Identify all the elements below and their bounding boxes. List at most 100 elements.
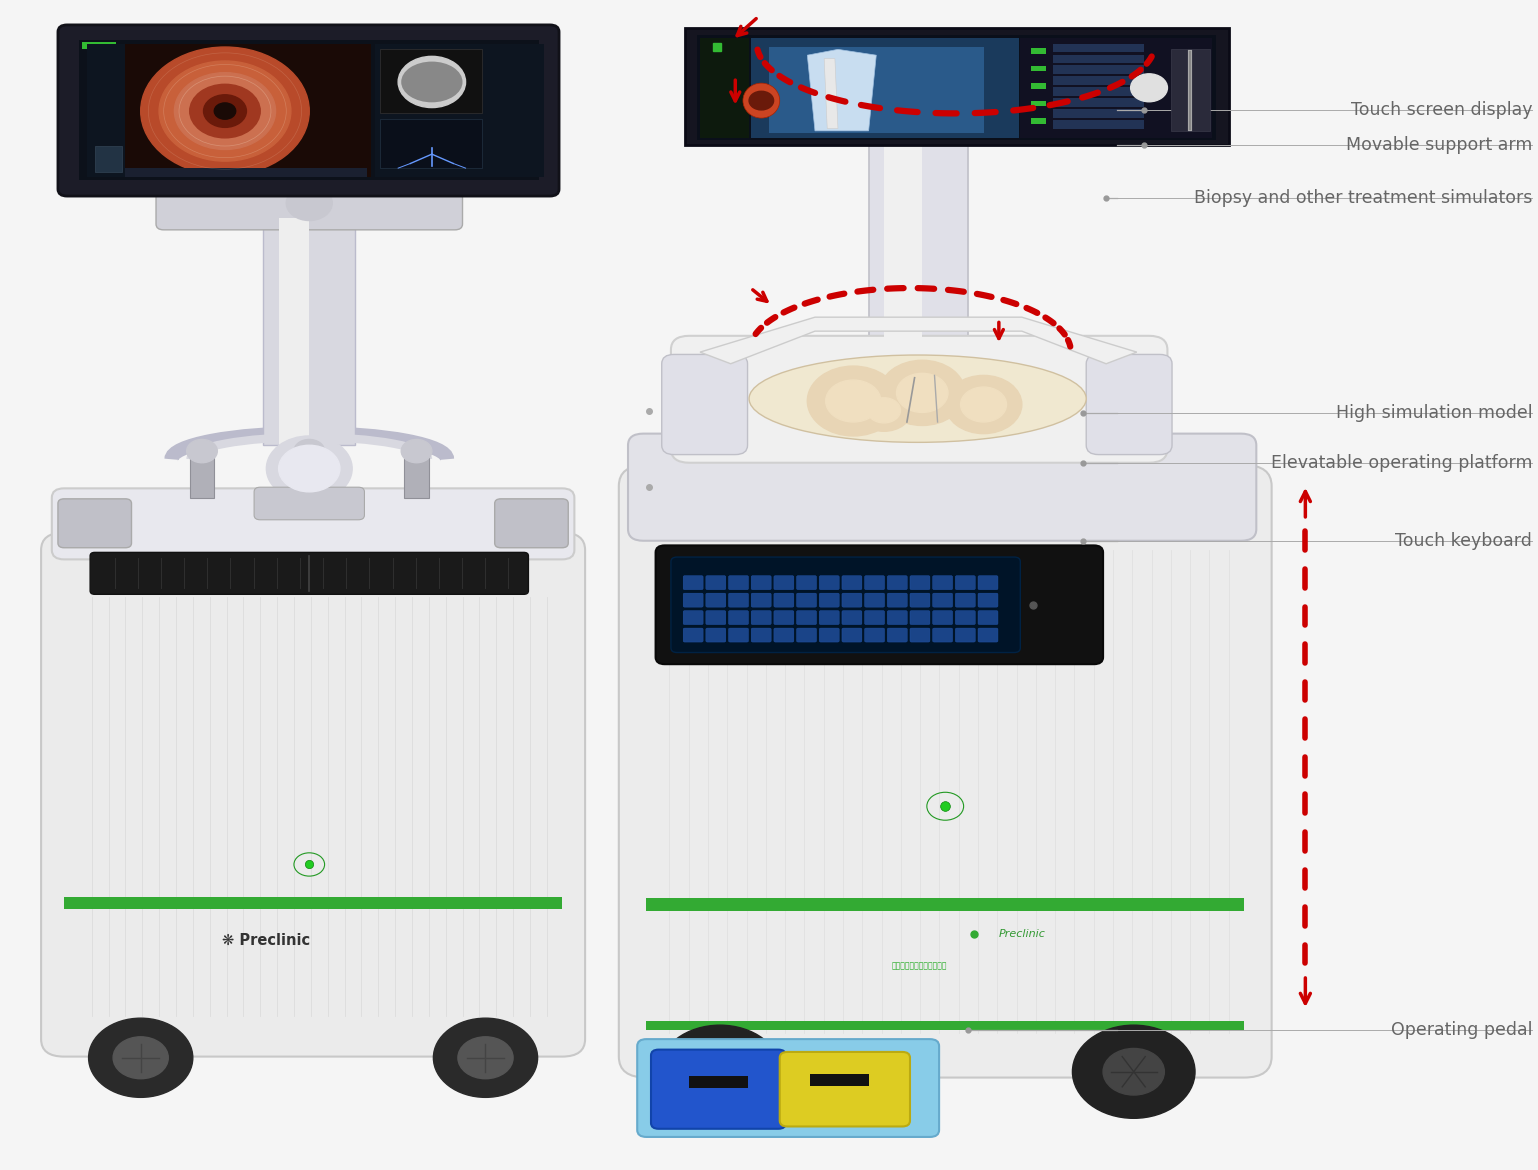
Polygon shape [697,35,1217,140]
FancyBboxPatch shape [932,576,952,590]
Bar [375,43,544,178]
Text: Touch keyboard: Touch keyboard [1395,531,1532,550]
Text: High simulation model: High simulation model [1335,404,1532,421]
FancyBboxPatch shape [683,628,703,642]
FancyBboxPatch shape [751,611,771,625]
FancyBboxPatch shape [751,593,771,607]
Bar [869,102,969,352]
FancyBboxPatch shape [706,628,726,642]
Circle shape [749,91,774,110]
Bar [95,146,123,172]
FancyBboxPatch shape [820,593,840,607]
FancyBboxPatch shape [910,593,930,607]
FancyBboxPatch shape [780,1052,910,1127]
Circle shape [1072,1025,1195,1119]
Bar [1052,110,1144,117]
FancyBboxPatch shape [820,611,840,625]
Bar [1030,66,1046,71]
Circle shape [826,380,881,422]
FancyBboxPatch shape [841,593,861,607]
FancyBboxPatch shape [774,628,794,642]
FancyBboxPatch shape [910,611,930,625]
FancyBboxPatch shape [932,611,952,625]
FancyBboxPatch shape [797,576,817,590]
FancyBboxPatch shape [661,355,747,455]
FancyBboxPatch shape [155,184,463,229]
Circle shape [266,436,352,501]
Bar [646,1020,1244,1030]
Circle shape [114,1037,168,1079]
FancyBboxPatch shape [671,557,1020,653]
FancyBboxPatch shape [683,611,703,625]
FancyBboxPatch shape [683,593,703,607]
FancyBboxPatch shape [841,576,861,590]
FancyBboxPatch shape [729,628,749,642]
FancyBboxPatch shape [932,593,952,607]
Circle shape [689,1048,751,1095]
FancyBboxPatch shape [706,611,726,625]
Ellipse shape [743,83,780,118]
Circle shape [658,1025,781,1119]
FancyBboxPatch shape [797,611,817,625]
FancyBboxPatch shape [774,576,794,590]
Bar [189,452,214,497]
Bar [700,37,749,138]
FancyBboxPatch shape [887,593,907,607]
Text: Movable support arm: Movable support arm [1346,136,1532,153]
Circle shape [189,84,260,138]
Text: Elevatable operating platform: Elevatable operating platform [1270,454,1532,472]
Circle shape [294,440,325,462]
FancyBboxPatch shape [955,576,975,590]
FancyBboxPatch shape [58,498,132,548]
Bar [1170,49,1210,131]
Bar [297,452,321,497]
FancyBboxPatch shape [655,545,1103,665]
Bar [1020,37,1212,138]
Circle shape [807,366,900,436]
Bar [88,43,371,178]
Bar [751,37,1018,138]
FancyBboxPatch shape [978,611,998,625]
FancyBboxPatch shape [887,628,907,642]
FancyBboxPatch shape [910,576,930,590]
FancyBboxPatch shape [618,464,1272,1078]
FancyBboxPatch shape [978,576,998,590]
Bar [380,119,483,168]
FancyBboxPatch shape [628,434,1257,541]
Circle shape [89,1018,192,1097]
FancyBboxPatch shape [751,628,771,642]
FancyBboxPatch shape [254,487,365,519]
Circle shape [140,47,309,176]
Polygon shape [824,58,838,129]
FancyBboxPatch shape [637,1039,940,1137]
FancyBboxPatch shape [683,576,703,590]
FancyBboxPatch shape [651,1049,786,1129]
Polygon shape [700,317,1137,364]
Circle shape [946,376,1021,434]
Circle shape [286,186,332,220]
FancyBboxPatch shape [729,576,749,590]
Bar [1052,88,1144,96]
FancyBboxPatch shape [820,628,840,642]
FancyBboxPatch shape [495,498,568,548]
Bar [1052,66,1144,74]
Text: Biopsy and other treatment simulators: Biopsy and other treatment simulators [1193,190,1532,207]
FancyBboxPatch shape [978,593,998,607]
FancyBboxPatch shape [774,593,794,607]
FancyBboxPatch shape [910,628,930,642]
Bar [1052,121,1144,129]
Circle shape [398,56,466,108]
FancyBboxPatch shape [706,576,726,590]
FancyBboxPatch shape [729,593,749,607]
Bar [126,168,368,178]
FancyBboxPatch shape [841,611,861,625]
Circle shape [1130,74,1167,102]
Text: Operating pedal: Operating pedal [1390,1020,1532,1039]
FancyBboxPatch shape [955,628,975,642]
Polygon shape [807,49,877,131]
Circle shape [434,1018,538,1097]
FancyBboxPatch shape [751,576,771,590]
FancyBboxPatch shape [729,611,749,625]
Circle shape [203,95,246,128]
Circle shape [897,373,947,413]
